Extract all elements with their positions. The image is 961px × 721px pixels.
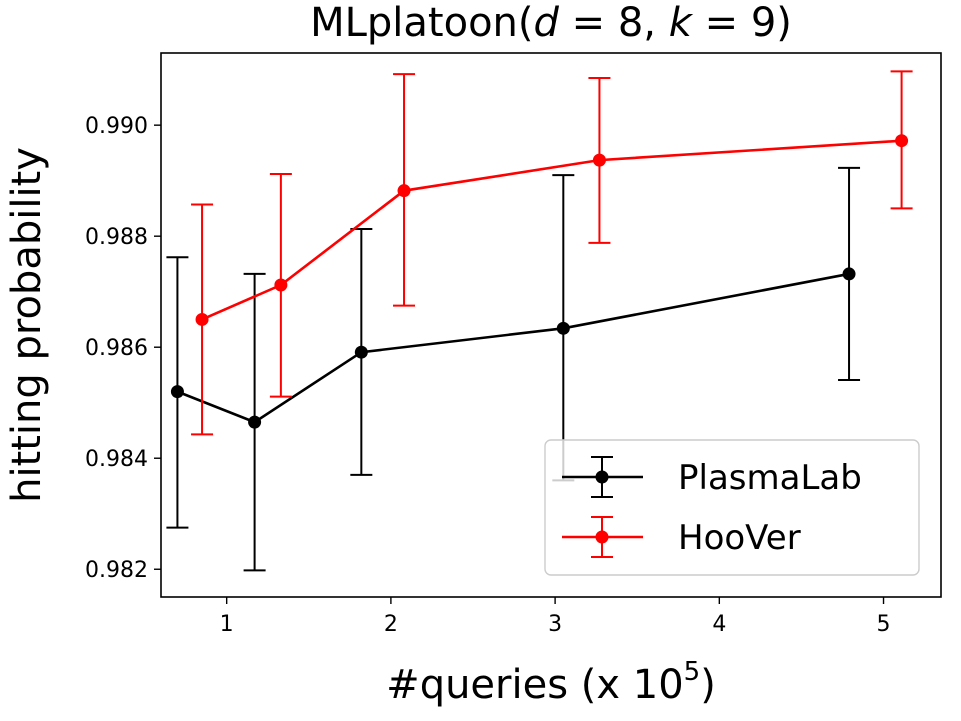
y-tick-label: 0.986 <box>85 336 148 361</box>
data-point <box>354 345 368 359</box>
series-line <box>176 272 850 424</box>
x-tick-label: 5 <box>877 612 891 637</box>
x-tick-label: 3 <box>548 612 562 637</box>
y-tick-label: 0.990 <box>85 114 148 139</box>
data-point <box>195 312 209 326</box>
legend: PlasmaLab HooVer <box>544 439 920 576</box>
series-hoover <box>191 70 913 436</box>
legend-box <box>544 439 920 576</box>
plot-area: 1 2 3 4 5 0.982 0.984 0.986 0.988 0.990 PlasmaLab H… <box>85 52 942 637</box>
plot-frame <box>160 52 942 598</box>
data-point <box>170 385 184 399</box>
chart-title: MLplatoon(d = 8, k = 9) <box>310 0 792 46</box>
legend-label: PlasmaLab <box>678 458 862 498</box>
data-point <box>842 267 856 281</box>
data-point <box>592 153 606 167</box>
y-axis-label: hitting probability <box>4 147 50 503</box>
x-tick-label: 2 <box>384 612 398 637</box>
legend-marker <box>595 470 609 484</box>
x-axis-label: #queries (x 105) <box>386 657 716 708</box>
y-tick-label: 0.982 <box>85 558 148 583</box>
data-point <box>895 134 909 148</box>
legend-item-plasmalab: PlasmaLab <box>562 456 862 498</box>
data-point <box>274 278 288 292</box>
legend-marker <box>595 530 609 544</box>
y-tick-label: 0.984 <box>85 447 148 472</box>
y-tick-label: 0.988 <box>85 225 148 250</box>
legend-label: HooVer <box>678 518 801 558</box>
legend-item-hoover: HooVer <box>562 516 801 558</box>
data-point <box>248 415 262 429</box>
data-point <box>556 321 570 335</box>
series-line <box>201 139 902 321</box>
x-tick-label: 1 <box>220 612 234 637</box>
x-tick-label: 4 <box>712 612 726 637</box>
data-point <box>397 184 411 198</box>
